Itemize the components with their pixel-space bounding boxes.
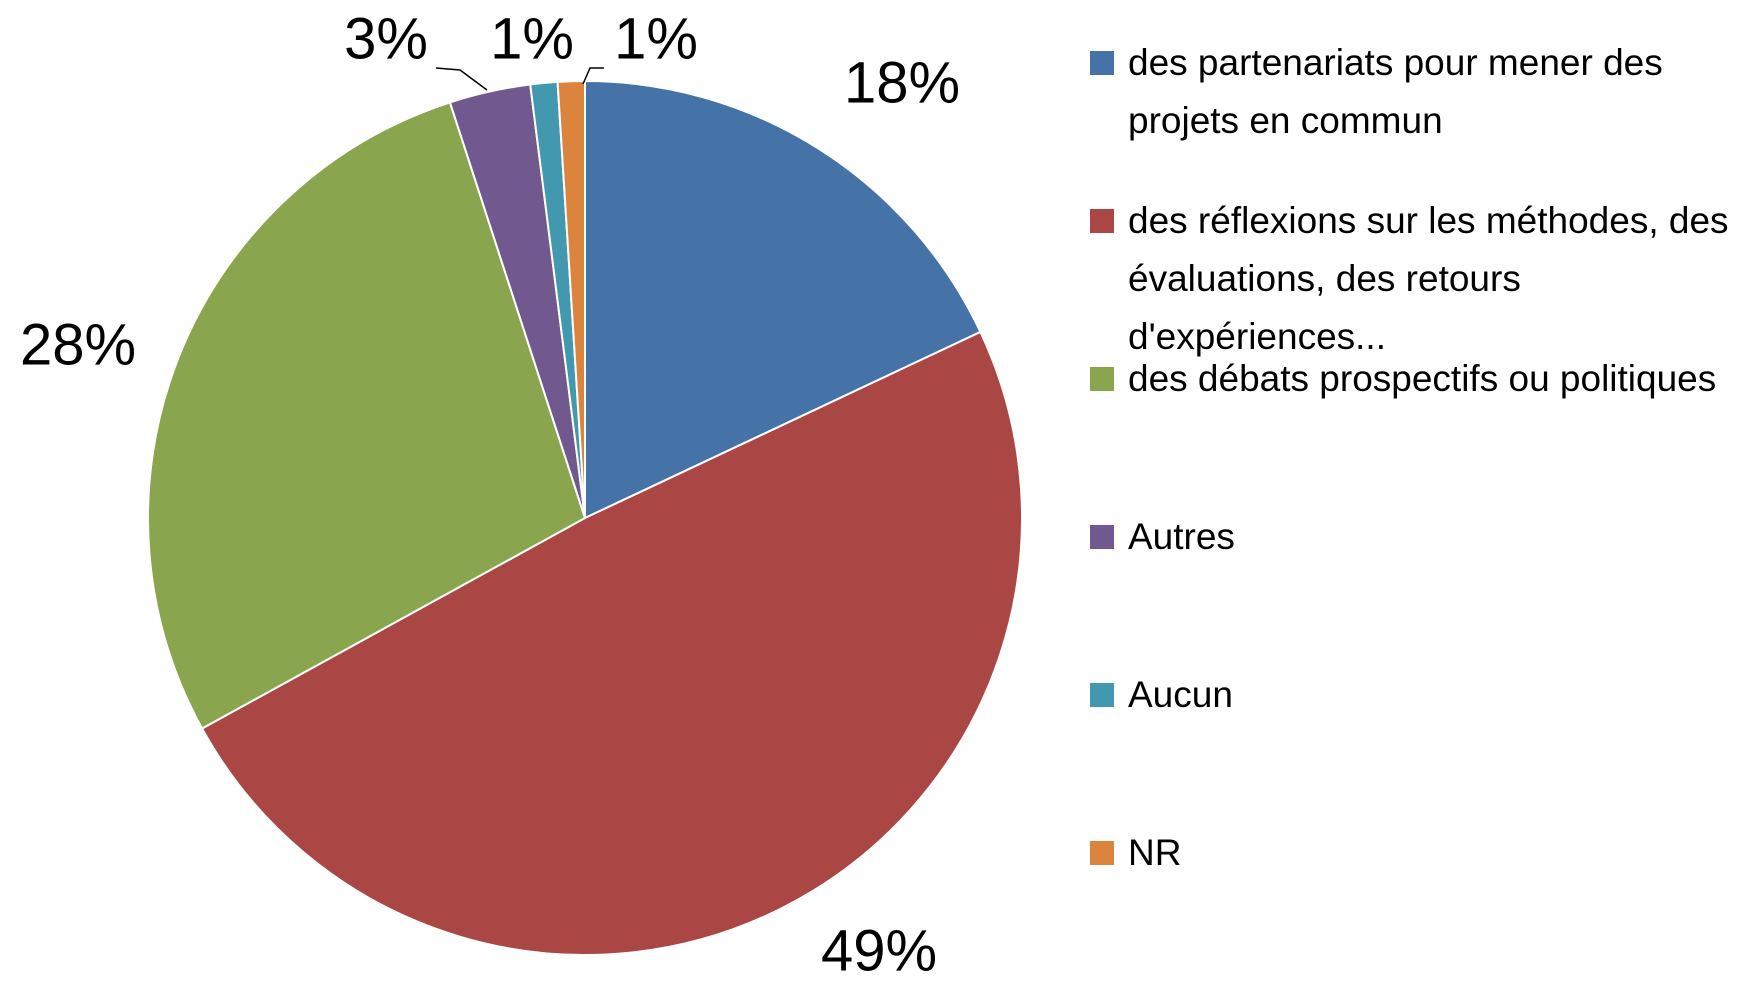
legend-item: des partenariats pour mener des projets …	[1090, 34, 1740, 150]
legend-item: Autres	[1090, 508, 1740, 566]
data-label: 1%	[490, 6, 574, 71]
legend-item: des débats prospectifs ou politiques	[1090, 350, 1740, 408]
legend-item: des réflexions sur les méthodes, des éva…	[1090, 192, 1740, 366]
data-label: 18%	[844, 50, 960, 115]
pie-slice	[584, 79, 982, 520]
legend-swatch	[1090, 525, 1114, 549]
leader-line	[582, 67, 604, 85]
legend-label: des réflexions sur les méthodes, des éva…	[1128, 200, 1729, 357]
leader-line	[435, 67, 488, 91]
legend-label: des débats prospectifs ou politiques	[1128, 358, 1717, 399]
legend-swatch	[1090, 51, 1114, 75]
legend-label: Autres	[1128, 516, 1235, 557]
legend-item: NR	[1090, 824, 1740, 882]
data-label: 1%	[614, 6, 698, 71]
legend-swatch	[1090, 367, 1114, 391]
legend-label: Aucun	[1128, 674, 1233, 715]
pie-slice	[147, 101, 587, 730]
legend-swatch	[1090, 209, 1114, 233]
legend-label: des partenariats pour mener des projets …	[1128, 42, 1663, 141]
data-label: 49%	[821, 918, 937, 983]
data-label: 28%	[20, 312, 136, 377]
legend-swatch	[1090, 841, 1114, 865]
pie-slice	[200, 330, 1023, 956]
legend-item: Aucun	[1090, 666, 1740, 724]
legend-label: NR	[1128, 832, 1182, 873]
legend-swatch	[1090, 683, 1114, 707]
data-label: 3%	[344, 6, 428, 71]
